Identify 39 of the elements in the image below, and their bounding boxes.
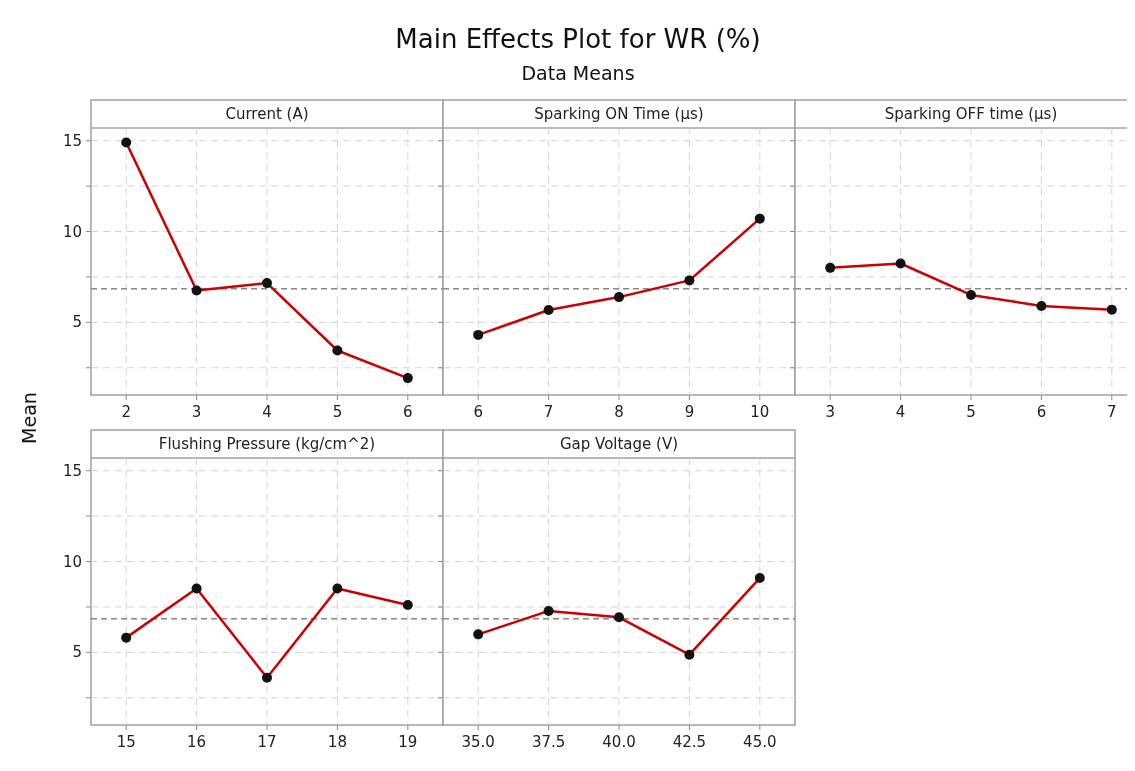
x-tick-label: 15 xyxy=(116,733,136,751)
y-tick-label: 15 xyxy=(62,461,82,480)
x-tick-label: 35.0 xyxy=(461,733,495,751)
x-axis-title: Gap Voltage (V) xyxy=(559,435,679,453)
x-axis-title: Flushing Pressure (kg/cm^2) xyxy=(158,435,376,453)
x-tick-label: 3 xyxy=(191,403,202,421)
x-axis-title: Current (A) xyxy=(225,105,309,123)
y-tick-label: 10 xyxy=(62,222,82,241)
x-tick-label: 42.5 xyxy=(672,733,707,751)
x-tick-label: 5 xyxy=(966,403,976,421)
x-tick-label: 7 xyxy=(1107,403,1117,421)
x-tick-label: 5 xyxy=(332,403,343,421)
x-tick-label: 4 xyxy=(895,403,906,421)
x-tick-label: 9 xyxy=(684,403,695,421)
x-tick-label: 10 xyxy=(750,403,770,421)
x-tick-label: 16 xyxy=(187,733,207,751)
y-tick-label: 15 xyxy=(62,131,82,150)
x-axis-title: Sparking OFF time (µs) xyxy=(884,105,1058,123)
text: Data Means xyxy=(521,62,635,84)
x-tick-label: 45.0 xyxy=(743,733,777,751)
x-tick-label: 7 xyxy=(543,403,554,421)
y-tick-label: 10 xyxy=(62,552,82,571)
y-axis-title: Mean xyxy=(18,392,40,444)
y-tick-label: 5 xyxy=(72,643,82,662)
x-tick-label: 4 xyxy=(262,403,272,421)
x-tick-label: 6 xyxy=(403,403,413,421)
y-tick-label: 5 xyxy=(72,313,82,332)
x-tick-label: 6 xyxy=(1036,403,1047,421)
x-tick-label: 19 xyxy=(398,733,418,751)
x-axis-title: Sparking ON Time (µs) xyxy=(534,105,704,123)
x-tick-label: 6 xyxy=(473,403,483,421)
text: Main Effects Plot for WR (%) xyxy=(395,24,761,54)
x-tick-label: 40.0 xyxy=(602,733,636,751)
x-tick-label: 18 xyxy=(327,733,347,751)
x-tick-label: 2 xyxy=(121,403,131,421)
x-tick-label: 17 xyxy=(257,733,277,751)
x-tick-label: 8 xyxy=(614,403,624,421)
x-tick-label: 37.5 xyxy=(531,733,566,751)
x-tick-label: 3 xyxy=(825,403,835,421)
